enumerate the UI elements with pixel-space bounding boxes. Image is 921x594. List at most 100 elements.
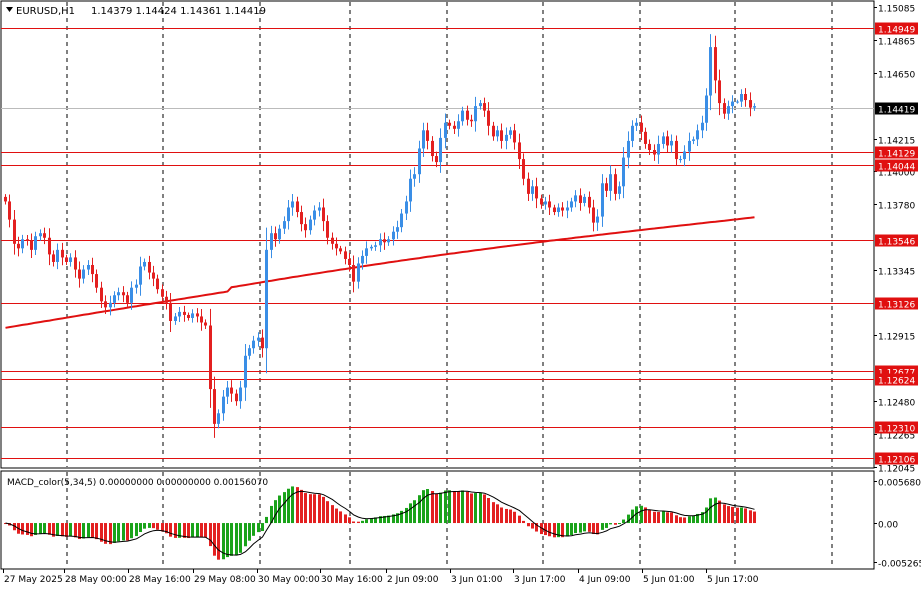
- candle-body: [727, 106, 730, 114]
- price-tick-label: 1.14215: [878, 137, 915, 147]
- macd-bar: [400, 510, 403, 524]
- price-tick-label: 1.12265: [878, 432, 915, 442]
- candle-body: [413, 174, 416, 179]
- candle-body: [78, 269, 81, 279]
- candle-body: [679, 159, 682, 161]
- macd-bar: [365, 519, 368, 524]
- macd-bar: [183, 523, 186, 538]
- candle-body: [614, 174, 617, 194]
- candle-body: [749, 100, 752, 108]
- candle-body: [95, 274, 98, 288]
- candle-body: [191, 313, 194, 318]
- candle-body: [287, 207, 290, 222]
- macd-bar: [4, 523, 7, 525]
- candle-body: [235, 393, 238, 402]
- level-tag-label: 1.14044: [878, 163, 915, 173]
- macd-bar: [688, 516, 691, 524]
- macd-bar: [627, 514, 630, 524]
- macd-bar: [217, 523, 220, 560]
- candle-body: [374, 245, 377, 247]
- candle-body: [500, 130, 503, 141]
- candle-body: [257, 337, 260, 341]
- moving-average-line: [5, 216, 755, 329]
- macd-signal-polyline: [5, 490, 755, 556]
- macd-bar: [126, 523, 129, 541]
- candle-body: [753, 106, 756, 108]
- candle-body: [226, 387, 229, 397]
- candle-body: [196, 313, 199, 317]
- macd-bar: [61, 523, 64, 537]
- candle-body: [335, 243, 338, 249]
- ohlc-values: 1.14379 1.14424 1.14361 1.14419: [91, 6, 266, 17]
- macd-panel[interactable]: 0.005680 0.00 -0.005265 MACD_color(5,34,5)…: [0, 470, 921, 570]
- candle-body: [322, 207, 325, 222]
- macd-bar: [557, 523, 560, 538]
- candle-body: [161, 289, 164, 297]
- macd-bar: [383, 515, 386, 524]
- dropdown-triangle-icon[interactable]: [6, 7, 13, 12]
- macd-bar: [531, 523, 534, 529]
- level-tag-label: 1.14949: [878, 26, 915, 36]
- macd-bar: [522, 520, 525, 524]
- symbol-label: EURUSD,H1: [16, 6, 75, 17]
- candle-body: [130, 287, 133, 303]
- macd-bar: [609, 523, 612, 525]
- candle-body: [657, 143, 660, 155]
- candle-body: [357, 263, 360, 282]
- candle-body: [91, 264, 94, 275]
- candle-body: [435, 156, 438, 163]
- candle-body: [244, 355, 247, 388]
- macd-bar: [252, 523, 255, 536]
- macd-bar: [535, 523, 538, 532]
- candle-body: [17, 243, 20, 249]
- candle-body: [509, 130, 512, 135]
- time-tick-label: 28 May 16:00: [129, 575, 191, 585]
- price-panel[interactable]: 1.15085 1.14865 1.14650 1.14215 1.14000 1.137…: [0, 0, 918, 475]
- candle-body: [583, 196, 586, 203]
- candle-body: [100, 287, 103, 302]
- candle-body: [692, 139, 695, 141]
- candle-body: [635, 122, 638, 126]
- macd-bar: [422, 490, 425, 524]
- candle-body: [261, 337, 264, 349]
- level-tag: [875, 297, 918, 310]
- macd-bar: [513, 511, 516, 524]
- macd-bar: [683, 517, 686, 524]
- macd-bar: [156, 523, 159, 530]
- macd-bar: [435, 493, 438, 524]
- macd-bar: [200, 523, 203, 538]
- candle-body: [405, 201, 408, 214]
- macd-bar: [588, 523, 591, 532]
- level-tag: [875, 234, 918, 247]
- macd-bar: [457, 491, 460, 524]
- macd-bar: [622, 519, 625, 524]
- candle-body: [483, 103, 486, 111]
- macd-bar: [117, 523, 120, 542]
- macd-bar: [718, 500, 721, 524]
- candle-body: [204, 322, 207, 326]
- macd-bar: [30, 523, 33, 537]
- level-price-tags: 1.14949 1.14129 1.14044 1.13546 1.13126 1.126…: [875, 22, 918, 466]
- macd-bar: [431, 490, 434, 524]
- candle-body: [513, 130, 516, 143]
- macd-bar: [300, 489, 303, 524]
- candle-body: [448, 122, 451, 126]
- candle-body: [400, 213, 403, 228]
- candle-body: [527, 178, 530, 194]
- candle-body: [344, 251, 347, 259]
- macd-bar: [187, 523, 190, 539]
- macd-bar: [257, 523, 260, 533]
- candle-body: [165, 296, 168, 303]
- macd-bar: [169, 523, 172, 537]
- macd-bar: [91, 523, 94, 538]
- candle-body: [701, 122, 704, 131]
- candle-body: [648, 143, 651, 150]
- macd-bar: [409, 503, 412, 524]
- level-tag-label: 1.12310: [878, 425, 915, 435]
- macd-bar: [483, 494, 486, 524]
- candle-body: [326, 221, 329, 238]
- time-tick-label: 30 May 00:00: [258, 575, 320, 585]
- macd-bar: [230, 523, 233, 556]
